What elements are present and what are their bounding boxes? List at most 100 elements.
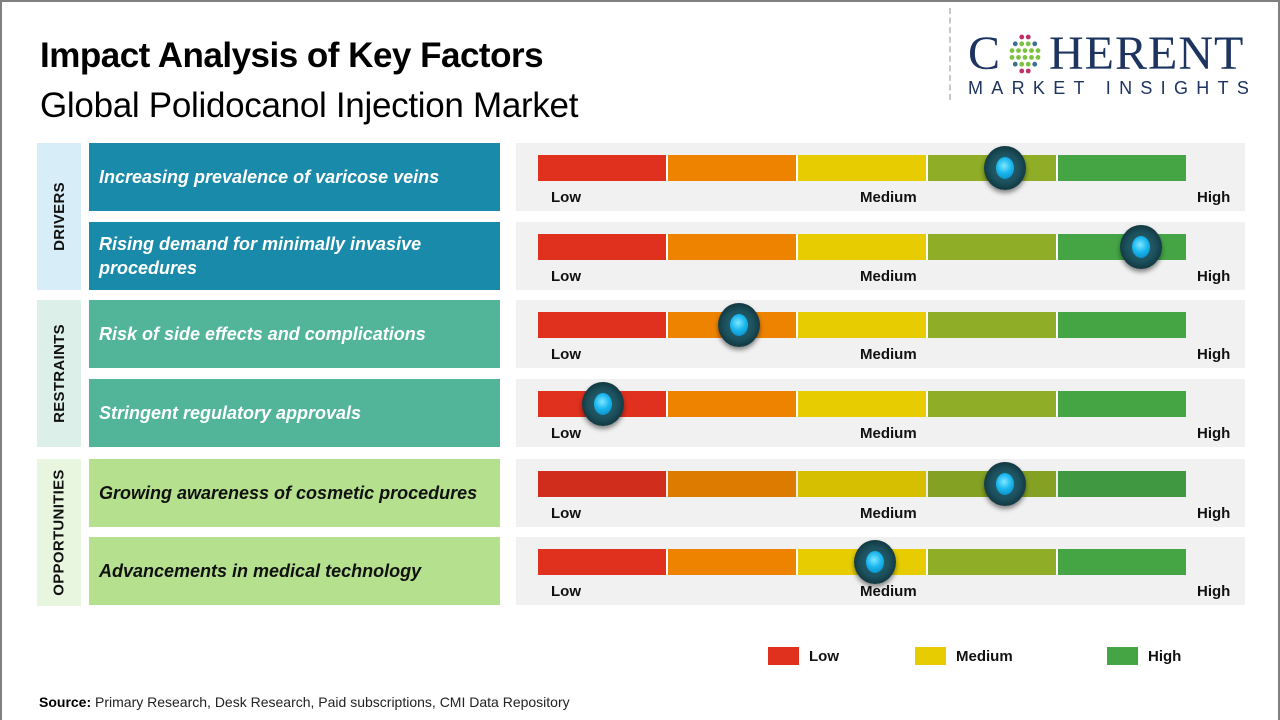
globe-dot (1022, 48, 1028, 53)
scale-segment (798, 312, 928, 338)
header-divider (949, 8, 951, 100)
scale-segment (538, 155, 668, 181)
scale-label-low: Low (551, 189, 581, 206)
impact-scale-bar (538, 549, 1186, 575)
logo-wordmark: C HERENT (968, 27, 1268, 80)
globe-dot (1019, 41, 1025, 47)
impact-indicator-knob (1119, 225, 1162, 269)
globe-dot (1032, 61, 1038, 67)
source-prefix: Source: (39, 694, 92, 710)
impact-meter: Low Medium High (516, 537, 1245, 605)
scale-label-high: High (1197, 189, 1231, 206)
globe-dot (1035, 48, 1041, 53)
globe-dot (1029, 55, 1034, 60)
scale-label-med: Medium (860, 505, 917, 522)
globe-dot (1016, 55, 1021, 60)
company-logo: C HERENT MARKET INSIGHTS (968, 27, 1268, 99)
legend-item-high: High (1107, 647, 1181, 665)
globe-dot (1012, 41, 1018, 47)
scale-segment (928, 391, 1058, 417)
globe-dot (1025, 61, 1031, 67)
impact-indicator-knob (983, 462, 1026, 506)
logo-letter-c: C (968, 27, 1002, 80)
page-title: Impact Analysis of Key Factors (40, 36, 544, 75)
impact-scale-bar (538, 391, 1186, 417)
legend-swatch (915, 647, 946, 665)
impact-scale-bar (538, 234, 1186, 260)
scale-segment (668, 549, 798, 575)
scale-segment (1058, 471, 1186, 497)
page-subtitle: Global Polidocanol Injection Market (40, 86, 579, 125)
impact-meter: Low Medium High (516, 222, 1245, 290)
globe-dot (1016, 48, 1021, 53)
legend-swatch (768, 647, 799, 665)
scale-label-med: Medium (860, 268, 917, 285)
globe-dot (1012, 61, 1018, 67)
scale-label-med: Medium (860, 189, 917, 206)
scale-segment (798, 234, 928, 260)
scale-segment (928, 234, 1058, 260)
legend-label: Medium (956, 647, 1013, 665)
globe-dot (1019, 68, 1025, 74)
scale-segment (798, 391, 928, 417)
globe-dot (1025, 68, 1031, 74)
legend-label: Low (809, 647, 839, 665)
globe-dot (1025, 41, 1031, 47)
scale-segment (538, 312, 668, 338)
scale-label-med: Medium (860, 583, 917, 600)
factor-label: Rising demand for minimally invasive pro… (89, 222, 500, 290)
globe-dot (1035, 55, 1041, 60)
scale-segment (668, 471, 798, 497)
legend-swatch (1107, 647, 1138, 665)
globe-dot (1032, 41, 1038, 47)
scale-label-low: Low (551, 268, 581, 285)
logo-tagline: MARKET INSIGHTS (968, 78, 1258, 98)
impact-scale-bar (538, 471, 1186, 497)
scale-label-high: High (1197, 583, 1231, 600)
category-drivers: DRIVERS (37, 143, 81, 290)
scale-segment (1058, 549, 1186, 575)
legend-item-low: Low (768, 647, 839, 665)
logo-letters-rest: HERENT (1049, 27, 1245, 80)
legend-item-medium: Medium (915, 647, 1013, 665)
category-label: DRIVERS (50, 182, 68, 251)
factor-label: Advancements in medical technology (89, 537, 500, 605)
impact-meter: Low Medium High (516, 459, 1245, 527)
impact-scale-bar (538, 155, 1186, 181)
globe-dots-icon (1009, 34, 1041, 74)
scale-label-high: High (1197, 425, 1231, 442)
scale-segment (1058, 312, 1186, 338)
scale-segment (1058, 391, 1186, 417)
scale-segment (538, 549, 668, 575)
impact-meter: Low Medium High (516, 379, 1245, 447)
impact-scale-bar (538, 312, 1186, 338)
factor-label: Growing awareness of cosmetic procedures (89, 459, 500, 527)
scale-segment (1058, 155, 1186, 181)
scale-label-high: High (1197, 346, 1231, 363)
globe-dot (1019, 61, 1025, 67)
globe-dot (1009, 55, 1015, 60)
category-label: RESTRAINTS (50, 324, 68, 423)
scale-label-low: Low (551, 346, 581, 363)
scale-segment (928, 312, 1058, 338)
globe-dot (1029, 48, 1034, 53)
factor-label: Stringent regulatory approvals (89, 379, 500, 447)
scale-segment (798, 471, 928, 497)
scale-label-low: Low (551, 505, 581, 522)
source-text: Primary Research, Desk Research, Paid su… (91, 694, 570, 710)
globe-dot (1025, 34, 1031, 40)
scale-label-low: Low (551, 425, 581, 442)
scale-label-high: High (1197, 505, 1231, 522)
impact-meter: Low Medium High (516, 143, 1245, 211)
category-label: OPPORTUNITIES (50, 469, 68, 596)
impact-indicator-knob (853, 540, 896, 584)
impact-indicator-knob (717, 303, 760, 347)
source-note: Source: Primary Research, Desk Research,… (39, 694, 570, 710)
category-restraints: RESTRAINTS (37, 300, 81, 447)
scale-label-low: Low (551, 583, 581, 600)
impact-indicator-knob (581, 382, 624, 426)
scale-segment (538, 471, 668, 497)
scale-segment (928, 549, 1058, 575)
scale-label-med: Medium (860, 425, 917, 442)
factor-label: Increasing prevalence of varicose veins (89, 143, 500, 211)
